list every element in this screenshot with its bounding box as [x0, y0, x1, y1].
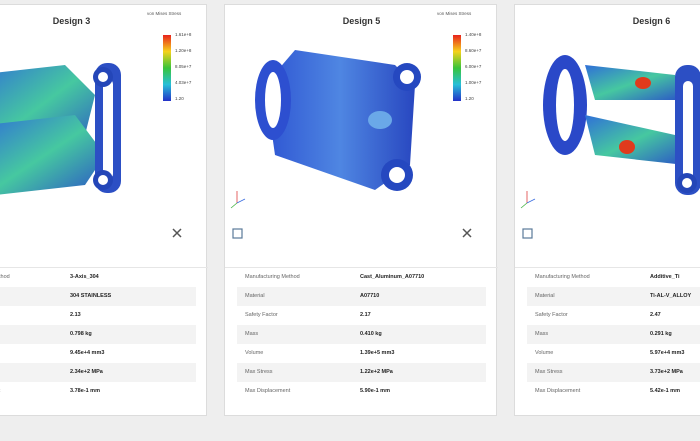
property-row: Max Stress 1.22e+2 MPa: [237, 363, 486, 382]
property-value: 5.42e-1 mm: [650, 388, 680, 394]
property-row: Safety Factor 2.47: [527, 306, 700, 325]
property-row: Manufacturing Method Cast_Aluminum_A07710: [237, 268, 486, 287]
property-label: Safety Factor: [535, 312, 568, 318]
property-label: Mass: [535, 331, 549, 337]
property-label: Manufacturing Method: [535, 274, 590, 280]
properties-table: Manufacturing Method 3-Axis_304 Material30…: [0, 267, 208, 401]
property-value: 9.45e+4 mm3: [70, 350, 105, 356]
property-value: 2.13: [70, 312, 81, 318]
property-value: 0.410 kg: [360, 331, 382, 337]
model-view: [520, 55, 700, 239]
property-label: Material: [535, 293, 555, 299]
property-label: Max Displacement: [535, 388, 581, 394]
property-value: 2.17: [360, 312, 371, 318]
property-value: 3.78e-1 mm: [70, 388, 100, 394]
property-row: Manufacturing Method Additive_Ti: [527, 268, 700, 287]
property-row: Material Ti-AL-V_ALLOY: [527, 287, 700, 306]
legend-label: 8.60e+7: [465, 48, 482, 53]
legend-label: 1.20: [175, 96, 184, 101]
property-row: Volume 5.97e+4 mm3: [527, 344, 700, 363]
property-value: 1.22e+2 MPa: [360, 369, 393, 375]
property-label: Material: [245, 293, 265, 299]
properties-table: Manufacturing Method Cast_Aluminum_A07710…: [225, 267, 498, 401]
property-value: Cast_Aluminum_A07710: [360, 274, 425, 280]
property-label: Max Stress: [245, 369, 273, 375]
property-row: Volume9.45e+4 mm3: [0, 344, 196, 363]
property-value: 3-Axis_304: [70, 274, 99, 280]
property-row: Mass 0.410 kg: [237, 325, 486, 344]
property-label: Volume: [535, 350, 554, 356]
legend-label: 1.20e+8: [175, 48, 192, 53]
properties-table: Manufacturing Method Additive_Ti Material T…: [515, 267, 700, 401]
property-value: 1.39e+5 mm3: [360, 350, 395, 356]
property-value: 0.291 kg: [650, 331, 672, 337]
property-value: Ti-AL-V_ALLOY: [650, 293, 692, 299]
legend-label: 6.00e+7: [465, 64, 482, 69]
model-view: [0, 35, 182, 238]
property-value: 304 STAINLESS: [70, 293, 112, 299]
property-label: Safety Factor: [245, 312, 278, 318]
property-label: Mass: [245, 331, 259, 337]
property-row: Max Stress 3.73e+2 MPa: [527, 363, 700, 382]
legend-label: 8.05e+7: [175, 64, 192, 69]
property-row: Max Displacement 5.90e-1 mm: [237, 382, 486, 401]
design-card: Design 6von Mises Stress3.73e+82.80e+81.…: [514, 4, 700, 416]
card-title: Design 3: [52, 16, 91, 26]
property-value: 5.90e-1 mm: [360, 388, 390, 394]
property-value: 3.73e+2 MPa: [650, 369, 683, 375]
property-value: A07710: [360, 293, 380, 299]
property-value: 2.47: [650, 312, 661, 318]
card-title: Design 6: [632, 16, 671, 26]
property-row: Material A07710: [237, 287, 486, 306]
property-label: Volume: [245, 350, 264, 356]
property-value: 0.798 kg: [70, 331, 92, 337]
property-row: Manufacturing Method 3-Axis_304: [0, 268, 196, 287]
property-row: Max Displacement 5.42e-1 mm: [527, 382, 700, 401]
property-label: Manufacturing Method: [0, 274, 10, 280]
property-row: Max Displacement3.78e-1 mm: [0, 382, 196, 401]
property-label: Max Displacement: [245, 388, 291, 394]
legend-label: 1.61e+8: [175, 32, 192, 37]
legend-label: 1.20: [465, 96, 474, 101]
property-label: Max Stress: [535, 369, 563, 375]
property-row: Volume 1.39e+5 mm3: [237, 344, 486, 363]
legend-label: 4.03e+7: [175, 80, 192, 85]
design-card: Design 3 von Mises Stress 1.61e+8 1.20e+8 8.…: [0, 4, 208, 416]
property-row: Mass 0.291 kg: [527, 325, 700, 344]
legend-label: 1.00e+7: [465, 80, 482, 85]
property-value: Additive_Ti: [650, 274, 680, 280]
property-row: Safety Factor 2.17: [237, 306, 486, 325]
property-row: Max Stress2.34e+2 MPa: [0, 363, 196, 382]
legend-title: von Mises Stress: [437, 11, 472, 16]
property-label: Manufacturing Method: [245, 274, 300, 280]
property-value: 5.97e+4 mm3: [650, 350, 685, 356]
model-view: [230, 35, 472, 239]
card-title: Design 5: [342, 16, 381, 26]
design-card: Design 5 von Mises Stress 1.40e+8 8.60e+7 6.…: [224, 4, 498, 416]
legend-label: 1.40e+8: [465, 32, 482, 37]
property-value: 2.34e+2 MPa: [70, 369, 103, 375]
legend-title: von Mises Stress: [147, 11, 182, 16]
property-row: Material304 STAINLESS: [0, 287, 196, 306]
